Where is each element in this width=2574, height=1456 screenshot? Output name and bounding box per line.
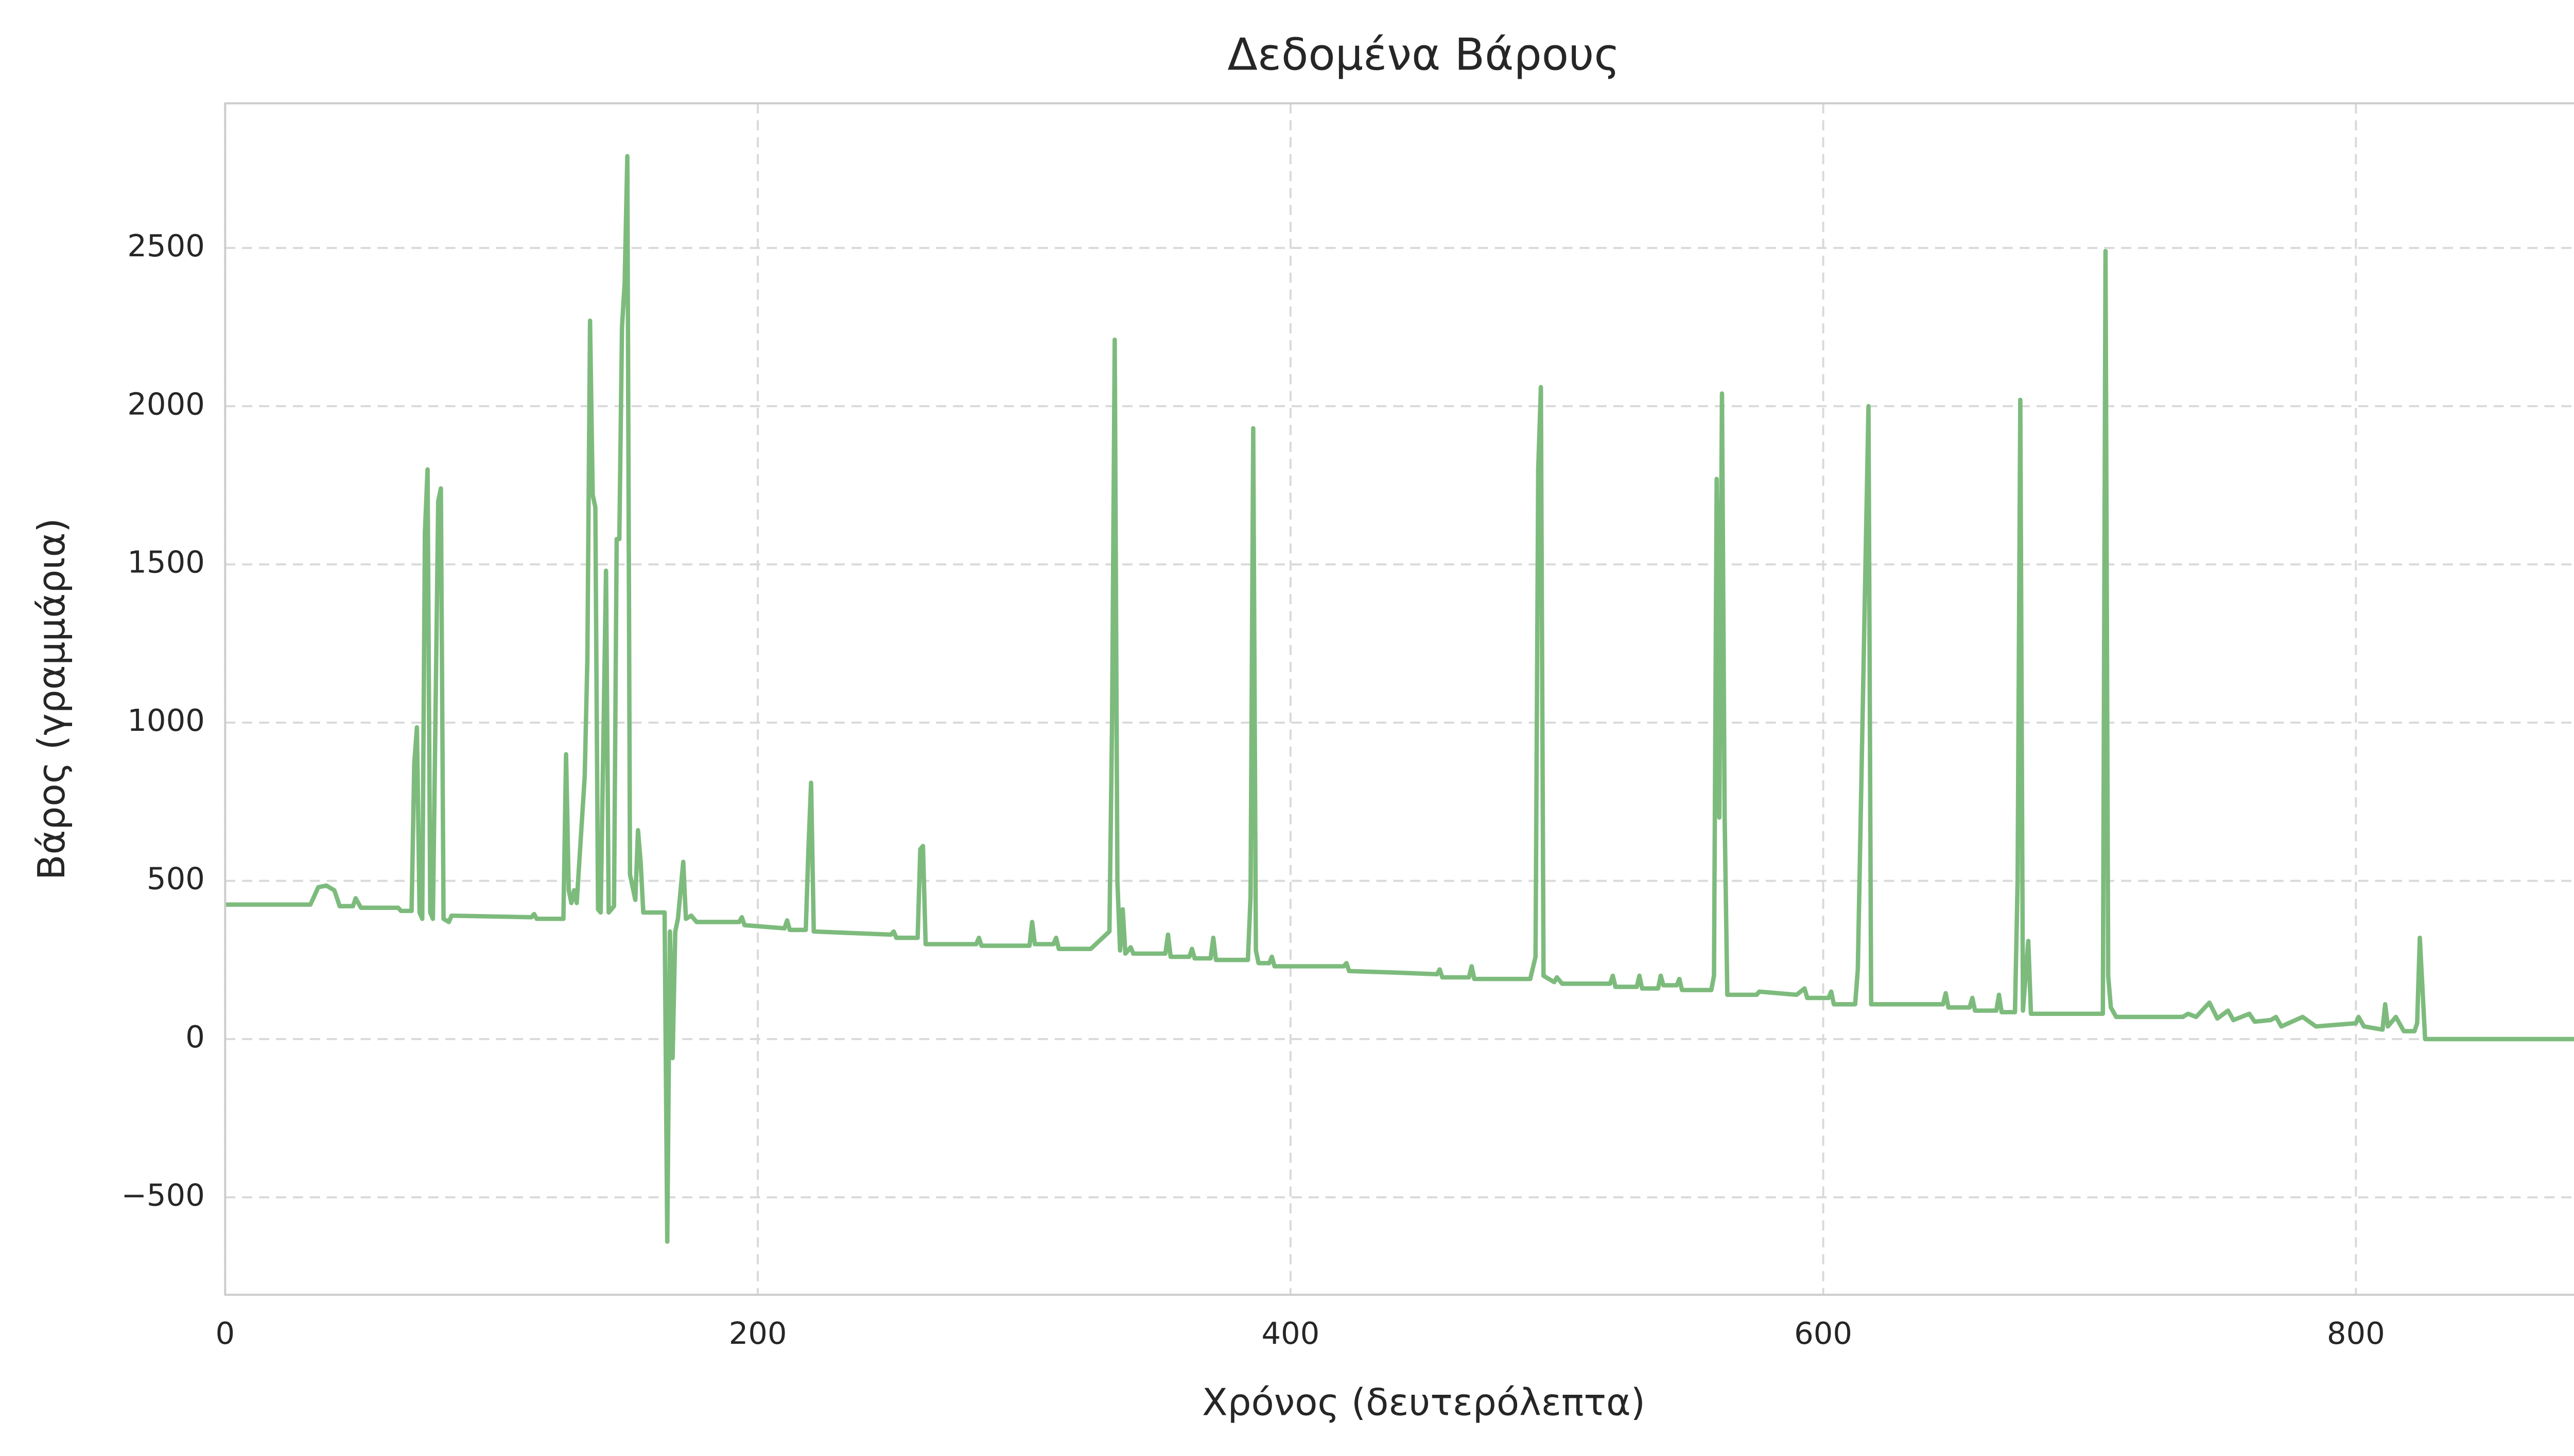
x-tick-label: 600 bbox=[1794, 1315, 1852, 1351]
y-axis-label: Βάρος (γραμμάρια) bbox=[30, 518, 74, 880]
y-tick-label: 0 bbox=[185, 1019, 205, 1055]
background bbox=[0, 3, 2574, 1451]
data-line bbox=[225, 154, 2574, 1244]
x-tick-label: 400 bbox=[1261, 1315, 1319, 1351]
y-tick-label: 1000 bbox=[127, 703, 205, 738]
x-tick-label: 200 bbox=[729, 1315, 787, 1351]
y-tick-label: 2000 bbox=[127, 386, 205, 422]
y-tick-label: 1500 bbox=[127, 545, 205, 580]
x-tick-label: 0 bbox=[216, 1315, 235, 1351]
plot-frame bbox=[224, 102, 2574, 1296]
chart-title: Δεδομένα Βάρους bbox=[1227, 29, 1620, 80]
y-tick-label: −500 bbox=[121, 1177, 205, 1213]
x-axis-label: Χρόνος (δευτερόλεπτα) bbox=[1202, 1381, 1645, 1425]
y-tick-label: 2500 bbox=[127, 228, 205, 264]
x-tick-label: 800 bbox=[2327, 1315, 2385, 1351]
y-tick-label: 500 bbox=[147, 861, 205, 897]
